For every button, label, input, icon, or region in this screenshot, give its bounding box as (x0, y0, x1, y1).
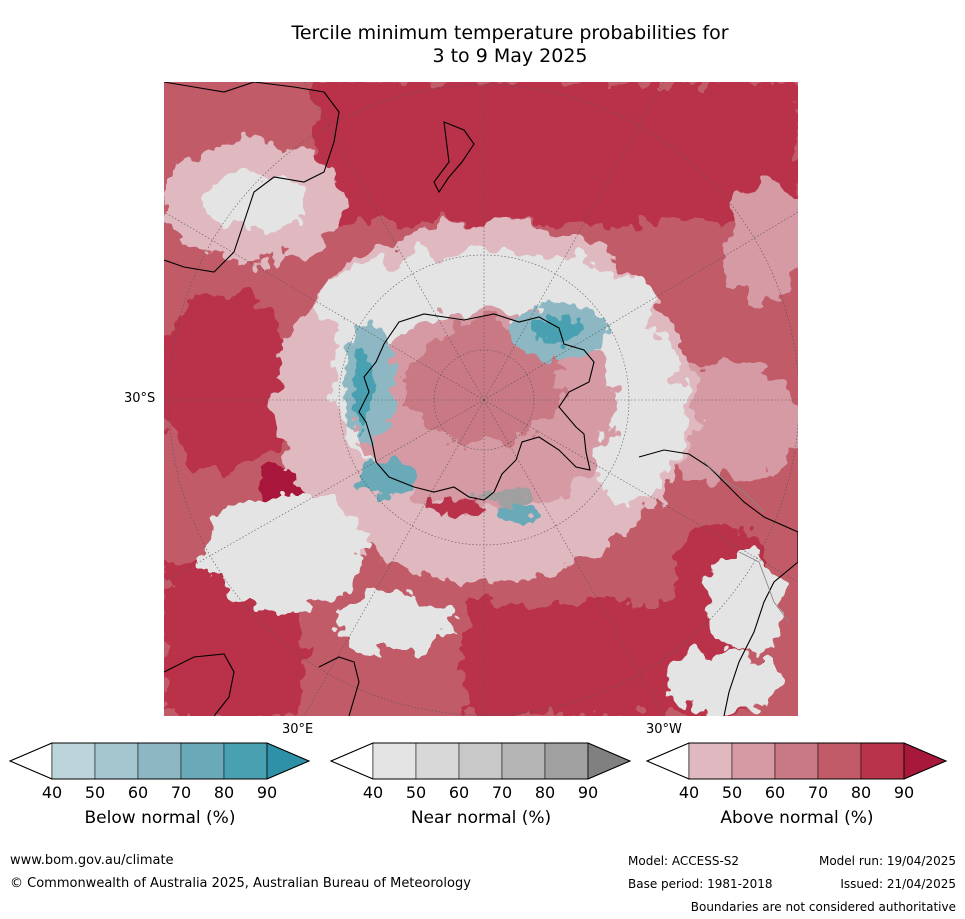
colorbar-label-below: Below normal (%) (84, 808, 236, 828)
colorbar-tick-label: 70 (491, 783, 513, 802)
map-title-line1: Tercile minimum temperature probabilitie… (291, 22, 729, 44)
copyright-text: © Commonwealth of Australia 2025, Austra… (10, 876, 471, 891)
colorbar-segment (137, 742, 182, 780)
graticule (164, 82, 798, 716)
colorbar-min-arrow (8, 742, 53, 780)
colorbar-segment (458, 742, 503, 780)
colorbar-above-normal (645, 742, 948, 780)
colorbar-tick-label: 40 (362, 783, 384, 802)
colorbar-max-arrow (266, 742, 311, 780)
colorbar-segment (223, 742, 268, 780)
colorbar-outline (645, 742, 948, 780)
africa-coast (164, 653, 235, 716)
colorbar-tick-label: 80 (213, 783, 235, 802)
colorbar-tick-label: 60 (764, 783, 786, 802)
colorbar-segment (860, 742, 905, 780)
colorbar-segment (372, 742, 417, 780)
south-america-coast (638, 449, 798, 716)
colorbar-near-normal-svg (329, 742, 632, 780)
map-title-line2: 3 to 9 May 2025 (432, 45, 588, 67)
colorbar-outline (329, 742, 632, 780)
colorbar-min-arrow (329, 742, 374, 780)
colorbar-segment (415, 742, 460, 780)
australia-coast (164, 82, 340, 273)
colorbar-tick-label: 60 (448, 783, 470, 802)
colorbar-segment (817, 742, 862, 780)
below-normal-shading (344, 304, 609, 524)
colorbar-near-normal (329, 742, 632, 780)
lon-label-30w: 30°W (646, 722, 682, 737)
colorbar-tick-label: 50 (721, 783, 743, 802)
colorbar-tick-label: 90 (577, 783, 599, 802)
colorbar-tick-label: 70 (170, 783, 192, 802)
website-link[interactable]: www.bom.gov.au/climate (10, 853, 174, 868)
issued-text: Issued: 21/04/2025 (840, 877, 956, 891)
colorbar-segment (688, 742, 733, 780)
colorbar-segment (51, 742, 96, 780)
colorbar-tick-label: 50 (84, 783, 106, 802)
borders (703, 461, 790, 623)
colorbar-max-arrow (587, 742, 632, 780)
colorbar-max-arrow (903, 742, 948, 780)
colorbar-tick-label: 80 (850, 783, 872, 802)
model-text: Model: ACCESS-S2 (628, 854, 740, 868)
colorbar-below-normal (8, 742, 311, 780)
colorbar-tick-label: 80 (534, 783, 556, 802)
colorbar-tick-label: 90 (893, 783, 915, 802)
colorbar-tick-label: 40 (678, 783, 700, 802)
colorbar-tick-label: 70 (807, 783, 829, 802)
base-period-text: Base period: 1981-2018 (628, 877, 773, 891)
colorbar-segment (180, 742, 225, 780)
colorbar-label-above: Above normal (%) (720, 808, 874, 828)
new-zealand-coast (433, 121, 475, 194)
lat-label-30s: 30°S (124, 391, 156, 406)
colorbar-tick-label: 90 (256, 783, 278, 802)
colorbar-segment (774, 742, 819, 780)
colorbar-tick-label: 60 (127, 783, 149, 802)
colorbar-segment (94, 742, 139, 780)
colorbar-tick-label: 50 (405, 783, 427, 802)
colorbar-segment (501, 742, 546, 780)
colorbar-min-arrow (645, 742, 690, 780)
colorbar-segment (544, 742, 589, 780)
colorbar-outline (8, 742, 311, 780)
colorbar-above-normal-svg (645, 742, 948, 780)
probability-shading (164, 82, 798, 716)
colorbar-tick-label: 40 (41, 783, 63, 802)
antarctica-coast (358, 313, 595, 501)
colorbar-segment (731, 742, 776, 780)
disclaimer-text: Boundaries are not considered authoritat… (690, 900, 956, 914)
colorbar-below-normal-svg (8, 742, 311, 780)
madagascar-coast (318, 656, 360, 716)
lon-label-30e: 30°E (282, 722, 314, 737)
probability-map (164, 82, 798, 716)
map-svg (164, 82, 798, 716)
model-run-text: Model run: 19/04/2025 (818, 854, 956, 868)
colorbar-label-near: Near normal (%) (410, 808, 552, 828)
coastlines (164, 82, 798, 716)
